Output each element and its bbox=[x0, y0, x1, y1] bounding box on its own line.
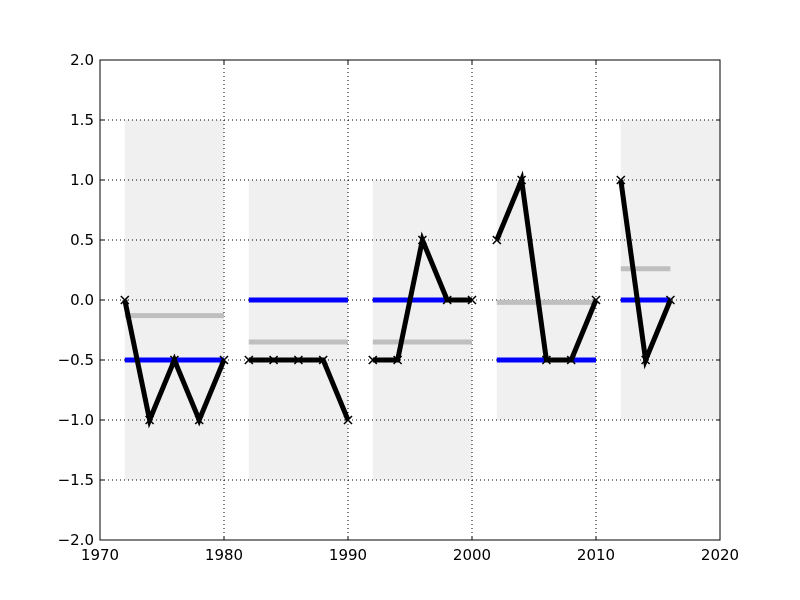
data-point-marker bbox=[194, 415, 204, 425]
y-tick-label: 1.0 bbox=[70, 171, 94, 189]
shaded-band-1 bbox=[124, 120, 224, 480]
data-point-marker bbox=[368, 355, 378, 365]
y-tick-label: −1.0 bbox=[58, 411, 94, 429]
y-tick-label: −0.5 bbox=[58, 351, 94, 369]
data-point-marker bbox=[566, 355, 576, 365]
x-tick-label: 2010 bbox=[577, 546, 615, 564]
data-point-marker bbox=[393, 355, 403, 365]
data-series bbox=[120, 170, 675, 429]
data-point-marker bbox=[343, 415, 353, 425]
shaded-band-3 bbox=[372, 180, 472, 480]
x-tick-label: 2020 bbox=[701, 546, 739, 564]
data-point-marker bbox=[591, 295, 601, 305]
data-point-marker bbox=[145, 415, 155, 425]
shaded-band-2 bbox=[248, 180, 348, 480]
y-tick-label: 2.0 bbox=[70, 51, 94, 69]
data-point-marker bbox=[318, 355, 328, 365]
data-point-marker bbox=[293, 355, 303, 365]
data-point-marker bbox=[616, 175, 626, 185]
data-point-marker bbox=[541, 355, 551, 365]
data-point-marker bbox=[665, 295, 675, 305]
data-point-marker bbox=[120, 295, 130, 305]
x-tick-label: 1980 bbox=[205, 546, 243, 564]
y-tick-labels: 2.0 1.5 1.0 0.5 0.0 −0.5 −1.0 −1.5 −2.0 bbox=[58, 51, 94, 549]
y-tick-label: 0.5 bbox=[70, 231, 94, 249]
data-point-marker bbox=[641, 355, 651, 365]
data-point-marker bbox=[244, 355, 254, 365]
x-tick-label: 1990 bbox=[329, 546, 367, 564]
data-point-marker bbox=[417, 235, 427, 245]
y-tick-label: 0.0 bbox=[70, 291, 94, 309]
data-point-marker bbox=[442, 295, 452, 305]
x-tick-labels: 1970 1980 1990 2000 2010 2020 bbox=[81, 546, 739, 564]
data-point-marker bbox=[492, 235, 502, 245]
data-point-marker bbox=[219, 355, 229, 365]
y-tick-label: −1.5 bbox=[58, 471, 94, 489]
data-point-marker bbox=[517, 175, 527, 185]
y-tick-label: −2.0 bbox=[58, 531, 94, 549]
y-tick-label: 1.5 bbox=[70, 111, 94, 129]
data-point-marker bbox=[169, 355, 179, 365]
x-tick-label: 2000 bbox=[453, 546, 491, 564]
data-point-marker bbox=[269, 355, 279, 365]
data-point-marker bbox=[467, 295, 477, 305]
x-tick-label: 1970 bbox=[81, 546, 119, 564]
axis-ticks bbox=[99, 59, 721, 541]
